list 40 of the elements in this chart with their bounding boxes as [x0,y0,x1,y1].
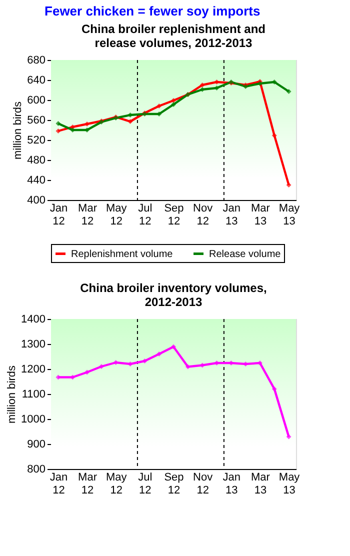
x-tick-label: May 12 [106,202,128,228]
y-axis-title: million birds [12,100,24,160]
x-tick-label: Nov 12 [193,472,214,496]
y-tick-label: 640 [27,74,46,86]
legend-label: Replenishment volume [71,248,174,260]
y-tick-label: 400 [27,194,46,206]
y-tick-label: 800 [27,464,46,476]
legend-label: Release volume [209,248,282,260]
x-tick-label: Jan 13 [222,472,241,496]
x-tick-label: Sep 12 [164,202,184,228]
y-tick-label: 480 [27,154,46,166]
x-tick-label: Nov 12 [193,202,214,228]
x-tick-label: Jan 13 [222,202,241,228]
x-tick-label: Mar 13 [250,202,270,228]
x-tick-label: May 12 [106,472,128,496]
y-tick-label: 1200 [21,364,46,376]
text: Fewer chicken = fewer soy imports [44,4,260,18]
x-tick-label: Sep 12 [164,472,184,496]
y-tick-label: 1100 [22,388,46,400]
x-tick-label: Mar 12 [78,202,98,228]
y-tick-label: 600 [27,94,46,106]
y-tick-label: 440 [27,174,46,186]
x-tick-label: May 13 [278,202,300,228]
x-tick-label: Jan 12 [50,202,68,228]
y-axis-title: million birds [6,364,18,424]
chart-title: China broiler inventory volumes, 2012-2013 [80,281,267,309]
x-tick-label: Jul 12 [138,472,152,496]
x-tick-label: Jan 12 [50,472,68,496]
chart-title: China broiler replenishment and release volumes, 2012-2013 [81,22,266,50]
x-tick-label: Mar 13 [250,472,270,496]
y-tick-label: 560 [27,114,46,126]
y-tick-label: 1000 [21,414,46,426]
y-tick-label: 1400 [21,314,46,326]
x-tick-label: May 13 [278,472,300,496]
x-tick-label: Jul 12 [138,202,152,228]
y-tick-label: 900 [27,438,46,450]
y-tick-label: 680 [27,54,46,66]
y-tick-label: 1300 [21,338,46,350]
x-tick-label: Mar 12 [78,472,98,496]
y-tick-label: 520 [27,134,46,146]
